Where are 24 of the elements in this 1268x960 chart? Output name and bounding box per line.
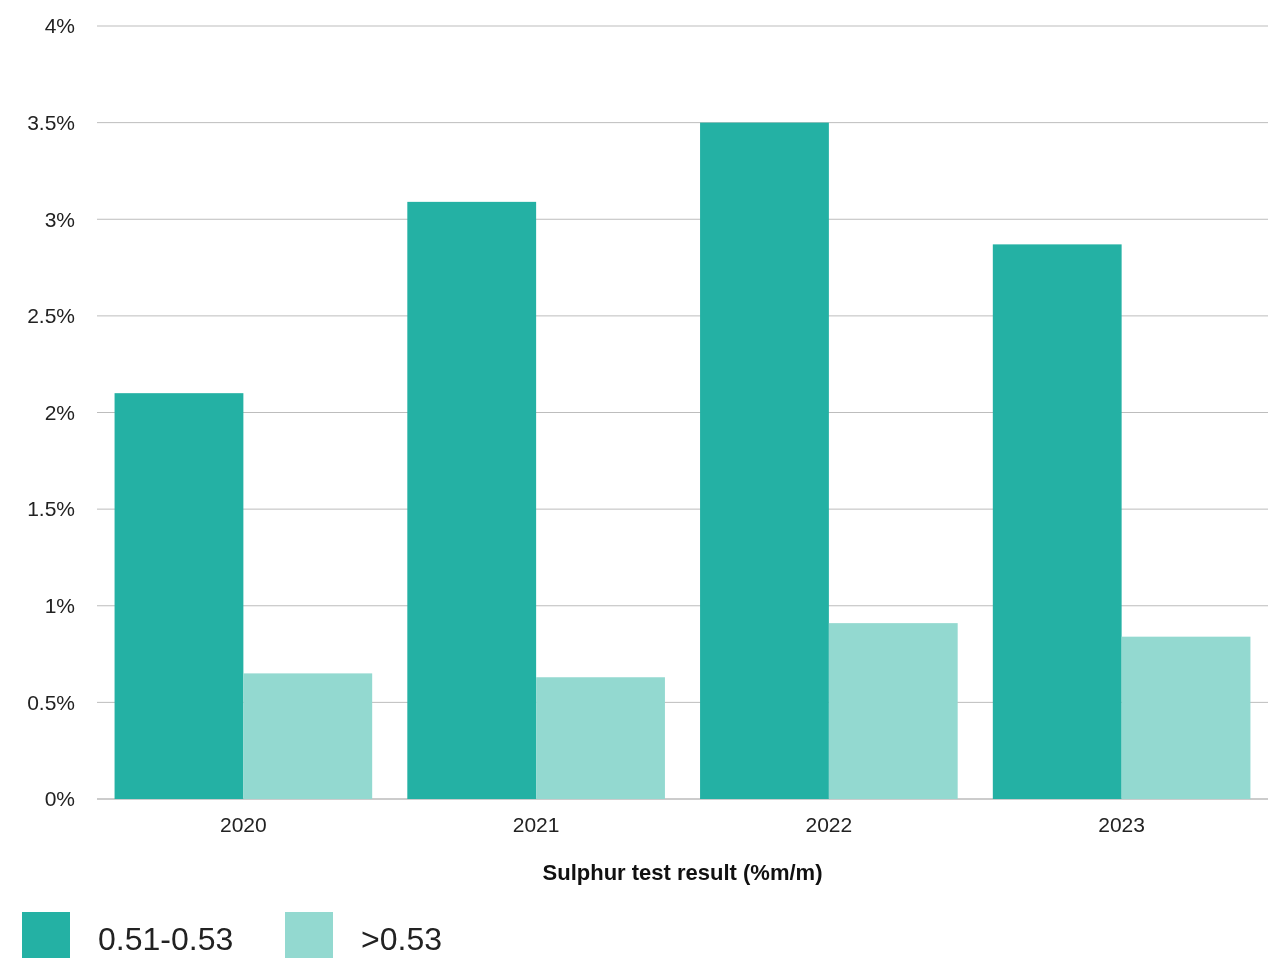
y-tick-label: 0% <box>44 787 75 811</box>
legend-label: 0.51-0.53 <box>98 921 234 957</box>
y-tick-label: 0.5% <box>27 690 75 714</box>
bar <box>992 244 1122 799</box>
bar <box>536 677 665 799</box>
y-tick-label: 2.5% <box>27 304 75 328</box>
y-tick-label: 3.5% <box>27 110 75 134</box>
bar <box>1121 636 1251 799</box>
y-tick-label: 1% <box>44 594 75 618</box>
bar <box>407 201 537 799</box>
x-tick-label: 2022 <box>805 813 853 836</box>
y-tick-label: 4% <box>44 14 75 38</box>
y-tick-label: 2% <box>44 400 75 424</box>
bar <box>243 673 373 799</box>
x-tick-label: 2023 <box>1098 813 1145 836</box>
bar <box>114 393 244 799</box>
bar <box>828 623 958 799</box>
bar <box>700 122 829 799</box>
legend-label: >0.53 <box>361 921 442 957</box>
y-tick-label: 1.5% <box>27 497 75 521</box>
x-tick-label: 2020 <box>220 813 267 836</box>
y-tick-label: 3% <box>44 207 75 231</box>
x-axis-title: Sulphur test result (%m/m) <box>542 860 823 885</box>
x-tick-label: 2021 <box>512 813 560 836</box>
